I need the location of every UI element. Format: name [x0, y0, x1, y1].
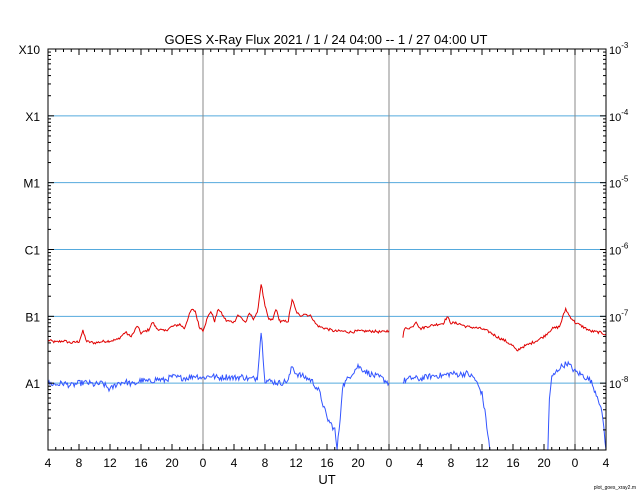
y-label-right: 10-3	[609, 41, 629, 57]
y-label-right: 10-6	[609, 242, 629, 258]
series-line-long	[47, 284, 390, 345]
x-tick-label: 0	[200, 456, 207, 470]
x-axis-label: UT	[318, 472, 335, 487]
x-tick-label: 0	[572, 456, 579, 470]
footer-label: plot_goes_xray2.m	[594, 485, 636, 491]
chart-title: GOES X-Ray Flux 2021 / 1 / 24 04:00 -- 1…	[165, 32, 488, 47]
series-line-short	[47, 332, 390, 451]
x-tick-label: 20	[165, 456, 179, 470]
x-tick-label: 4	[603, 456, 610, 470]
gridlines	[48, 115, 606, 384]
x-tick-label: 8	[448, 456, 455, 470]
x-tick-label: 4	[231, 456, 238, 470]
x-tick-label: 12	[475, 456, 489, 470]
x-tick-label: 8	[262, 456, 269, 470]
x-tick-label: 16	[506, 456, 520, 470]
y-label-left: A1	[25, 377, 40, 391]
y-label-right: 10-5	[609, 175, 629, 191]
x-tick-label: 20	[351, 456, 365, 470]
y-label-right: 10-7	[609, 308, 629, 324]
series-group	[47, 284, 607, 451]
day-boundary-lines	[202, 49, 576, 450]
x-tick-label: 12	[289, 456, 303, 470]
x-tick-label: 4	[417, 456, 424, 470]
x-tick-label: 12	[103, 456, 117, 470]
series-line-short	[547, 360, 607, 451]
y-label-right: 10-4	[609, 108, 629, 124]
x-axis-ticks: 4 8 12 16 20 0 4 8 12 16 20 0 4 8 12 16 20 0 4	[45, 49, 610, 470]
y-label-left: X10	[19, 43, 41, 57]
series-line-long	[402, 306, 607, 352]
x-tick-label: 4	[45, 456, 52, 470]
x-tick-label: 0	[386, 456, 393, 470]
series-line-short	[402, 370, 491, 451]
y-label-left: B1	[25, 310, 40, 324]
y-label-left: M1	[23, 177, 40, 191]
x-tick-label: 20	[537, 456, 551, 470]
x-tick-label: 16	[134, 456, 148, 470]
y-label-left: X1	[25, 110, 40, 124]
x-tick-label: 16	[320, 456, 334, 470]
x-tick-label: 8	[76, 456, 83, 470]
y-label-left: C1	[25, 244, 41, 258]
y-label-right: 10-8	[609, 375, 629, 391]
